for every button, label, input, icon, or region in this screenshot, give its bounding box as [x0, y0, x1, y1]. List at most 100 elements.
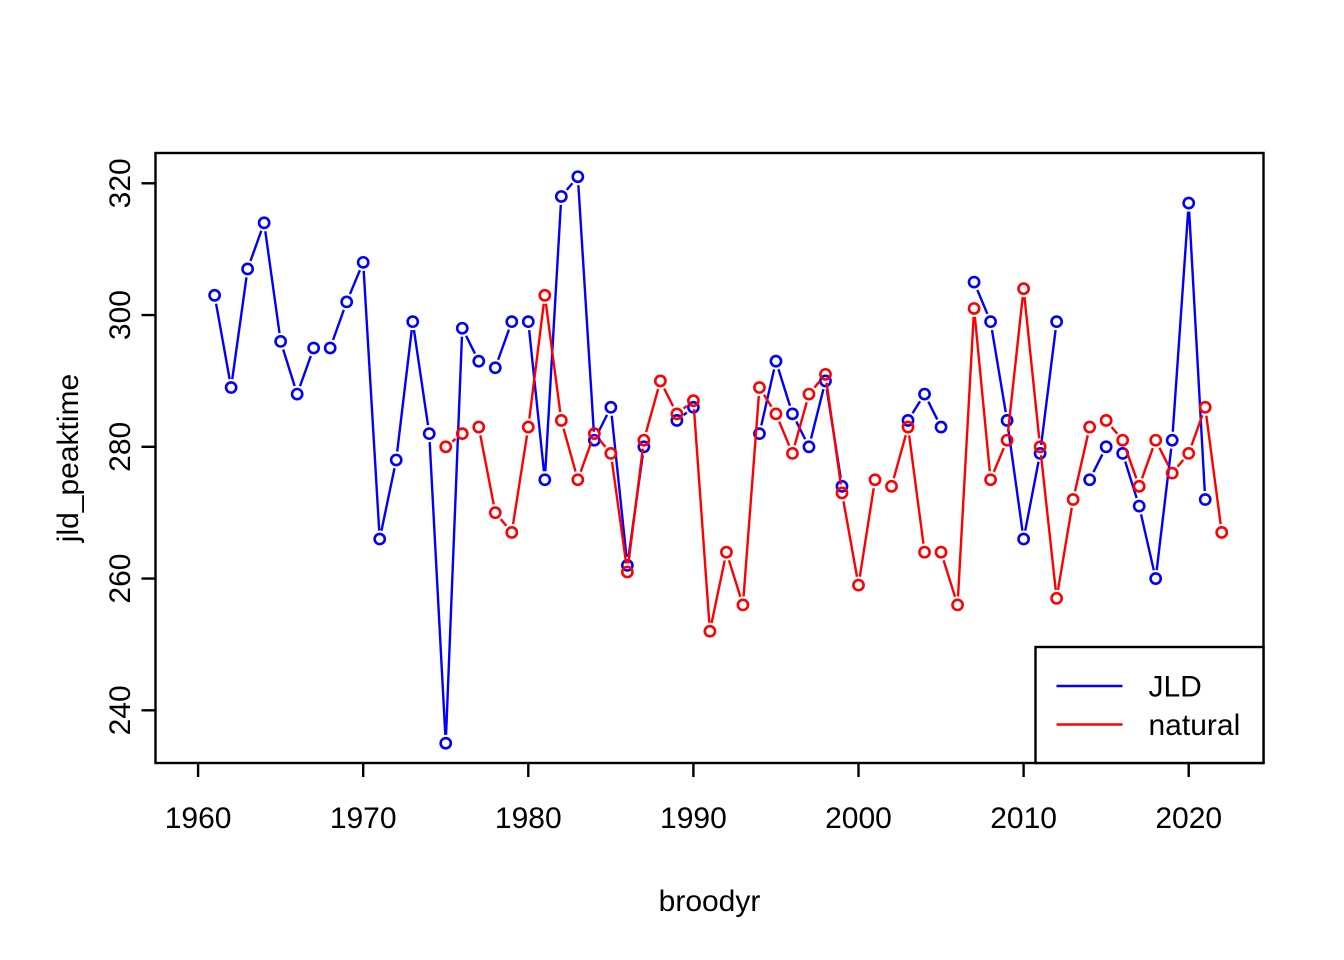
- series-JLD-line-segment: [1139, 514, 1155, 571]
- series-natural-marker: [472, 420, 486, 434]
- series-natural-line-segment: [1205, 415, 1222, 525]
- series-JLD-marker: [571, 170, 585, 184]
- series-natural-marker: [1215, 526, 1229, 539]
- series-JLD-marker: [1165, 433, 1179, 447]
- series-natural-marker: [918, 545, 931, 559]
- series-natural-line-segment: [1023, 297, 1041, 439]
- x-axis-tick-label: 1980: [495, 802, 562, 835]
- series-JLD-marker: [967, 275, 981, 289]
- series-natural-line-segment: [682, 405, 688, 410]
- series-natural-marker: [488, 506, 502, 520]
- series-JLD-marker: [373, 532, 387, 546]
- series-natural-marker: [819, 367, 832, 381]
- series-natural-marker: [934, 545, 948, 559]
- series-JLD-line-segment: [1187, 211, 1206, 492]
- series-natural-line-segment: [499, 518, 508, 527]
- series-natural-line-segment: [778, 421, 791, 447]
- series-JLD-line-segment: [1039, 329, 1057, 446]
- series-JLD-marker: [257, 216, 271, 230]
- series-JLD-marker: [307, 341, 321, 355]
- series-JLD-marker: [1017, 532, 1031, 546]
- series-JLD-line-segment: [282, 349, 296, 387]
- series-JLD-line-segment: [1007, 428, 1024, 531]
- series-natural-line-segment: [579, 441, 593, 473]
- series-natural-line-segment: [1073, 435, 1089, 492]
- series-natural-line-segment: [663, 387, 675, 407]
- series-natural-line-segment: [562, 428, 577, 472]
- series-JLD-line-segment: [911, 400, 922, 414]
- series-JLD-marker: [521, 315, 535, 329]
- series-natural-marker: [720, 545, 733, 559]
- series-natural-line-segment: [762, 394, 773, 408]
- series-natural-line-segment: [511, 435, 529, 525]
- series-JLD-marker: [472, 354, 486, 368]
- series-JLD-marker: [1132, 499, 1146, 513]
- legend: JLD natural: [1034, 645, 1265, 765]
- legend-box: [1034, 645, 1265, 765]
- series-natural-marker: [1050, 591, 1064, 605]
- series-JLD-line-segment: [428, 442, 447, 735]
- series-JLD-line-segment: [249, 230, 263, 262]
- series-natural-marker: [1033, 440, 1047, 454]
- series-JLD-marker: [1182, 196, 1196, 210]
- series-JLD-line-segment: [927, 401, 939, 420]
- series-natural-marker: [670, 407, 684, 421]
- series-JLD-line-segment: [497, 329, 511, 361]
- series-natural-line-segment: [942, 559, 957, 598]
- series-natural-line-segment: [710, 560, 726, 624]
- x-axis-tick-label: 2020: [1155, 802, 1222, 835]
- series-natural-marker: [967, 302, 981, 315]
- series-natural-marker: [852, 578, 865, 592]
- series-JLD-marker: [1050, 315, 1064, 329]
- series-JLD-line-segment: [380, 468, 396, 531]
- series-JLD-marker: [290, 387, 304, 401]
- series-JLD-marker: [1099, 440, 1113, 454]
- series-JLD-line-segment: [331, 309, 345, 341]
- series-natural-line-segment: [1176, 459, 1185, 468]
- series-JLD-marker: [786, 407, 799, 421]
- series-natural-line-segment: [544, 303, 562, 413]
- series-JLD-line-segment: [412, 329, 430, 426]
- series-JLD-marker: [439, 736, 453, 750]
- series-JLD-marker: [455, 321, 469, 335]
- series-JLD-line-segment: [1171, 211, 1190, 432]
- series-JLD-marker: [1198, 493, 1212, 506]
- series-natural-line-segment: [727, 559, 742, 598]
- legend-label-JLD: JLD: [1149, 671, 1202, 704]
- series-JLD-line-segment: [795, 420, 807, 440]
- series-JLD-marker: [406, 315, 420, 329]
- x-axis-title: broodyr: [659, 885, 761, 918]
- series-natural-marker: [1198, 400, 1212, 414]
- series-JLD-marker: [208, 288, 222, 302]
- series-natural-marker: [951, 598, 964, 612]
- series-natural-marker: [736, 598, 750, 612]
- series-natural-line-segment: [1056, 507, 1073, 591]
- series-natural-line-segment: [907, 435, 925, 544]
- series-JLD-marker: [918, 387, 931, 401]
- series-natural-marker: [538, 288, 552, 302]
- series-natural-marker: [1000, 433, 1014, 447]
- series-JLD-line-segment: [976, 289, 989, 315]
- series-natural-marker: [521, 420, 535, 434]
- series-natural-marker: [835, 486, 849, 500]
- series-JLD-marker: [835, 479, 849, 493]
- series-JLD-line-segment: [298, 355, 312, 387]
- series-natural-marker: [901, 420, 915, 434]
- series-JLD-marker: [356, 255, 370, 269]
- series-natural: [439, 282, 1229, 638]
- x-axis-tick-label: 1990: [660, 802, 727, 835]
- series-JLD-marker: [488, 361, 502, 375]
- series-natural-marker: [620, 565, 634, 579]
- series-JLD-marker: [620, 558, 634, 572]
- series-natural-marker: [554, 414, 568, 427]
- series-JLD-marker: [538, 473, 552, 487]
- series-JLD-marker: [389, 453, 403, 467]
- series-natural-line-segment: [1006, 297, 1024, 432]
- series-natural-marker: [1066, 493, 1080, 506]
- series-JLD-marker: [1149, 572, 1163, 585]
- series-natural-marker: [1083, 420, 1097, 434]
- series-JLD-marker: [670, 414, 684, 427]
- series-JLD-line-segment: [444, 336, 464, 735]
